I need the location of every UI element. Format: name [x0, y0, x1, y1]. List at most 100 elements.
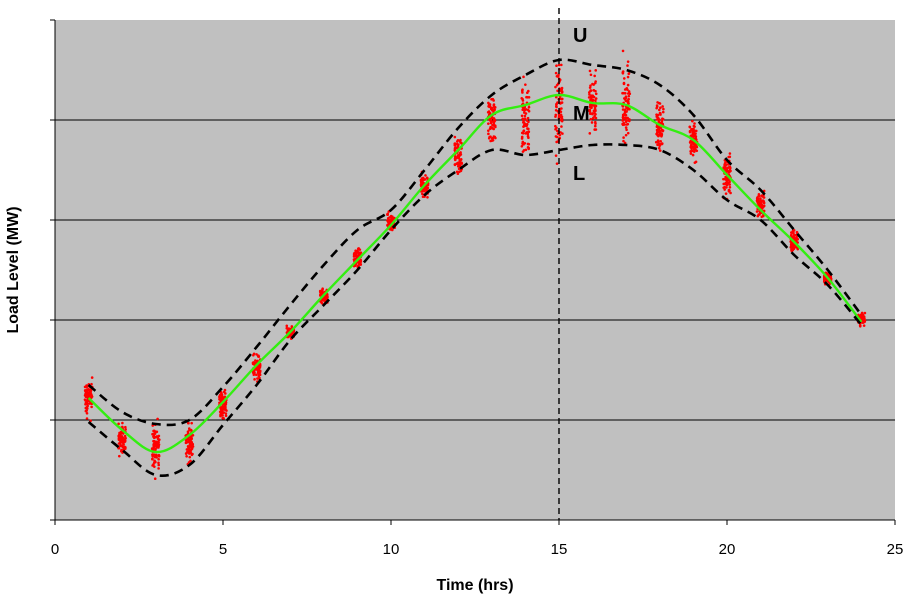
sample-point	[456, 161, 460, 165]
sample-point	[455, 142, 459, 146]
sample-point	[354, 251, 357, 255]
sample-point	[659, 133, 663, 137]
sample-point	[122, 443, 125, 446]
sample-point	[150, 447, 154, 450]
x-axis-title: Time (hrs)	[436, 577, 513, 594]
sample-point	[694, 160, 698, 164]
sample-point	[795, 236, 798, 240]
sample-point	[325, 293, 329, 296]
sample-point	[223, 406, 227, 409]
sample-point	[560, 115, 564, 119]
sample-point	[520, 96, 524, 100]
sample-point	[589, 84, 592, 87]
sample-point	[492, 105, 496, 109]
sample-point	[122, 438, 126, 442]
sample-point	[453, 163, 457, 166]
sample-point	[453, 142, 457, 145]
sample-point	[522, 109, 526, 112]
sample-point	[728, 165, 732, 169]
sample-point	[123, 434, 127, 438]
sample-point	[660, 120, 664, 124]
sample-point	[390, 228, 394, 232]
curve-label-L: L	[573, 163, 585, 185]
sample-point	[588, 86, 592, 89]
sample-point	[587, 91, 591, 94]
sample-point	[521, 142, 524, 145]
sample-point	[454, 146, 457, 150]
curves	[87, 58, 863, 477]
sample-point	[489, 121, 493, 125]
sample-point	[593, 109, 596, 112]
sample-point	[487, 122, 490, 125]
sample-point	[285, 324, 289, 328]
sample-point	[863, 319, 867, 323]
sample-point	[117, 436, 121, 439]
sample-point	[424, 174, 427, 177]
sample-point	[527, 105, 531, 109]
sample-point	[426, 186, 430, 190]
sample-point	[290, 325, 294, 328]
sample-point	[156, 417, 159, 421]
sample-point	[588, 69, 592, 73]
sample-point	[323, 296, 326, 299]
sample-point	[286, 328, 290, 331]
sample-point	[223, 402, 227, 405]
sample-point	[758, 213, 761, 216]
sample-point	[657, 128, 661, 131]
sample-point	[622, 139, 625, 143]
sample-point	[487, 132, 490, 136]
sample-point	[359, 262, 362, 266]
sample-point	[661, 129, 665, 132]
sample-point	[389, 219, 392, 223]
sample-point	[728, 185, 732, 189]
sample-point	[658, 142, 661, 146]
sample-point	[555, 129, 559, 133]
sample-point	[153, 432, 156, 435]
sample-point	[559, 101, 563, 105]
sample-point	[657, 108, 661, 112]
sample-point	[659, 106, 662, 109]
sample-point	[795, 231, 799, 235]
sample-point	[252, 370, 256, 374]
sample-point	[359, 260, 362, 264]
sample-point	[190, 421, 193, 425]
sample-point	[221, 416, 224, 420]
sample-point	[761, 214, 765, 218]
sample-point	[627, 90, 631, 93]
sample-point	[626, 99, 630, 102]
sample-point	[526, 132, 530, 136]
sample-point	[256, 377, 260, 380]
sample-point	[588, 132, 592, 135]
sample-point	[592, 95, 596, 99]
sample-point	[121, 421, 124, 425]
sample-point	[725, 186, 728, 189]
sample-point	[522, 75, 525, 79]
sample-point	[626, 116, 629, 120]
sample-point	[594, 99, 597, 102]
sample-point	[157, 467, 160, 470]
sample-point	[458, 159, 462, 162]
sample-point	[457, 167, 461, 171]
sample-point	[555, 135, 559, 139]
sample-point	[526, 134, 530, 138]
sample-point	[588, 109, 592, 113]
sample-point	[419, 183, 423, 186]
sample-point	[222, 390, 226, 394]
sample-point	[762, 200, 766, 204]
sample-point	[621, 71, 625, 74]
sample-point	[693, 122, 696, 125]
sample-point	[520, 131, 524, 135]
sample-point	[559, 110, 563, 114]
sample-point	[156, 437, 160, 441]
sample-point	[594, 80, 597, 83]
sample-point	[689, 152, 693, 155]
sample-point	[694, 148, 697, 151]
sample-point	[759, 202, 763, 205]
sample-point	[623, 98, 627, 101]
sample-point	[621, 49, 625, 53]
sample-point	[520, 144, 524, 148]
sample-point	[757, 195, 760, 198]
sample-point	[186, 440, 190, 444]
sample-point	[527, 130, 531, 134]
sample-point	[792, 234, 796, 238]
